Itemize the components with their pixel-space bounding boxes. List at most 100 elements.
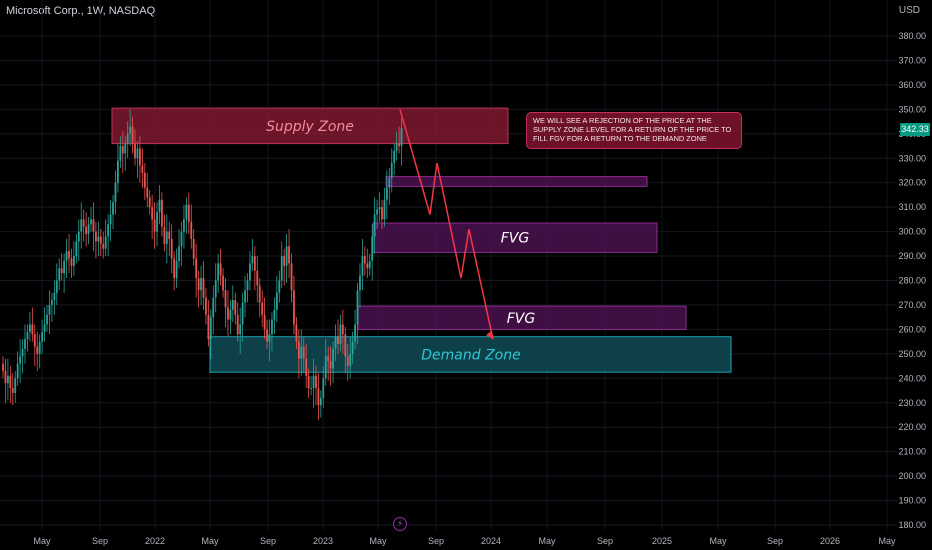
candle-body <box>119 146 122 161</box>
zone-box <box>372 222 658 253</box>
candle-body <box>285 246 288 266</box>
candle-body <box>68 251 70 259</box>
candle-body <box>207 314 210 340</box>
candle-body <box>175 260 178 279</box>
candle-body <box>293 290 295 325</box>
candle-body <box>366 263 369 269</box>
y-tick-label: 240.00 <box>898 373 926 383</box>
x-tick-label: Sep <box>92 536 108 546</box>
candle-body <box>141 165 144 173</box>
arrow-head <box>486 331 493 340</box>
candle-body <box>92 219 95 232</box>
candle-body <box>214 280 217 298</box>
candle-body <box>305 358 308 376</box>
zone-label: FVG <box>507 311 536 327</box>
candle-body <box>381 207 383 220</box>
candle-body <box>14 378 17 393</box>
candle-body <box>117 160 119 183</box>
candle-body <box>300 346 303 359</box>
candle-body <box>312 375 315 389</box>
y-tick-label: 310.00 <box>898 202 926 212</box>
candle-body <box>16 363 19 379</box>
candle-body <box>148 197 151 208</box>
y-tick-label: 350.00 <box>898 104 926 114</box>
candle-body <box>324 356 327 379</box>
candle-body <box>258 285 261 303</box>
candle-body <box>60 268 63 274</box>
candle-body <box>253 256 256 271</box>
y-tick-label: 270.00 <box>898 300 926 310</box>
candle-body <box>271 319 273 335</box>
projection-line <box>399 109 494 340</box>
x-axis: May Sep 2022 May Sep 2023 May Sep 2024 May Sep 2025… <box>33 536 896 546</box>
candle-body <box>53 292 56 301</box>
candle-body <box>390 163 393 178</box>
candle-body <box>371 236 374 261</box>
x-tick-label: May <box>878 536 896 546</box>
y-tick-label: 370.00 <box>898 55 926 65</box>
y-tick-label: 180.00 <box>898 520 926 530</box>
candle-body <box>19 356 22 364</box>
candle-body <box>227 307 229 320</box>
candle-body <box>28 324 31 332</box>
x-tick-label: May <box>201 536 219 546</box>
candle-body <box>80 219 83 232</box>
candle-body <box>21 348 24 357</box>
candle-body <box>109 214 112 225</box>
candle-body <box>121 146 124 154</box>
candle-body <box>33 334 36 347</box>
y-tick-label: 260.00 <box>898 324 926 334</box>
candle-body <box>368 260 371 269</box>
candle-body <box>139 148 141 166</box>
y-tick-label: 330.00 <box>898 153 926 163</box>
candle-body <box>273 309 276 320</box>
last-price-tag: 342.33 <box>900 123 930 136</box>
candle-body <box>11 388 14 393</box>
candle-body <box>229 309 232 320</box>
candle-body <box>363 256 366 264</box>
candle-body <box>70 258 73 266</box>
candle-body <box>99 236 102 244</box>
candle-body <box>143 172 146 188</box>
candle-body <box>85 226 88 235</box>
candle-body <box>334 336 337 349</box>
candle-body <box>275 292 278 310</box>
candle-body <box>136 148 139 159</box>
candle-body <box>307 375 310 389</box>
x-tick-label: 2022 <box>145 536 165 546</box>
candle-body <box>2 363 4 371</box>
candle-body <box>97 236 100 242</box>
candles-layer <box>2 109 403 420</box>
candle-body <box>231 300 234 310</box>
candle-body <box>75 241 78 257</box>
candle-body <box>302 346 305 359</box>
candle-body <box>378 207 381 210</box>
candle-body <box>354 324 356 342</box>
lightning-icon[interactable]: ⚡ <box>393 517 407 531</box>
y-tick-label: 220.00 <box>898 422 926 432</box>
candle-body <box>278 280 281 293</box>
candle-body <box>180 231 183 247</box>
candle-body <box>131 126 134 144</box>
y-tick-label: 280.00 <box>898 276 926 286</box>
grid-lines <box>0 0 897 530</box>
candle-body <box>87 224 90 235</box>
candle-body <box>219 263 222 276</box>
x-tick-label: 2026 <box>820 536 840 546</box>
candle-body <box>236 314 239 335</box>
candle-body <box>43 324 46 332</box>
candle-body <box>46 314 48 325</box>
candle-body <box>170 238 173 259</box>
candle-body <box>388 177 391 188</box>
candle-body <box>129 126 132 134</box>
zone-labels-layer: Supply Zone FVG FVG Demand Zone <box>266 119 535 364</box>
chart-title: Microsoft Corp., 1W, NASDAQ <box>6 5 156 17</box>
candle-body <box>190 221 193 239</box>
candle-body <box>165 231 168 244</box>
candle-body <box>48 304 51 315</box>
candle-body <box>266 329 268 342</box>
candle-body <box>173 258 176 279</box>
candle-body <box>310 388 312 390</box>
x-tick-label: Sep <box>767 536 783 546</box>
